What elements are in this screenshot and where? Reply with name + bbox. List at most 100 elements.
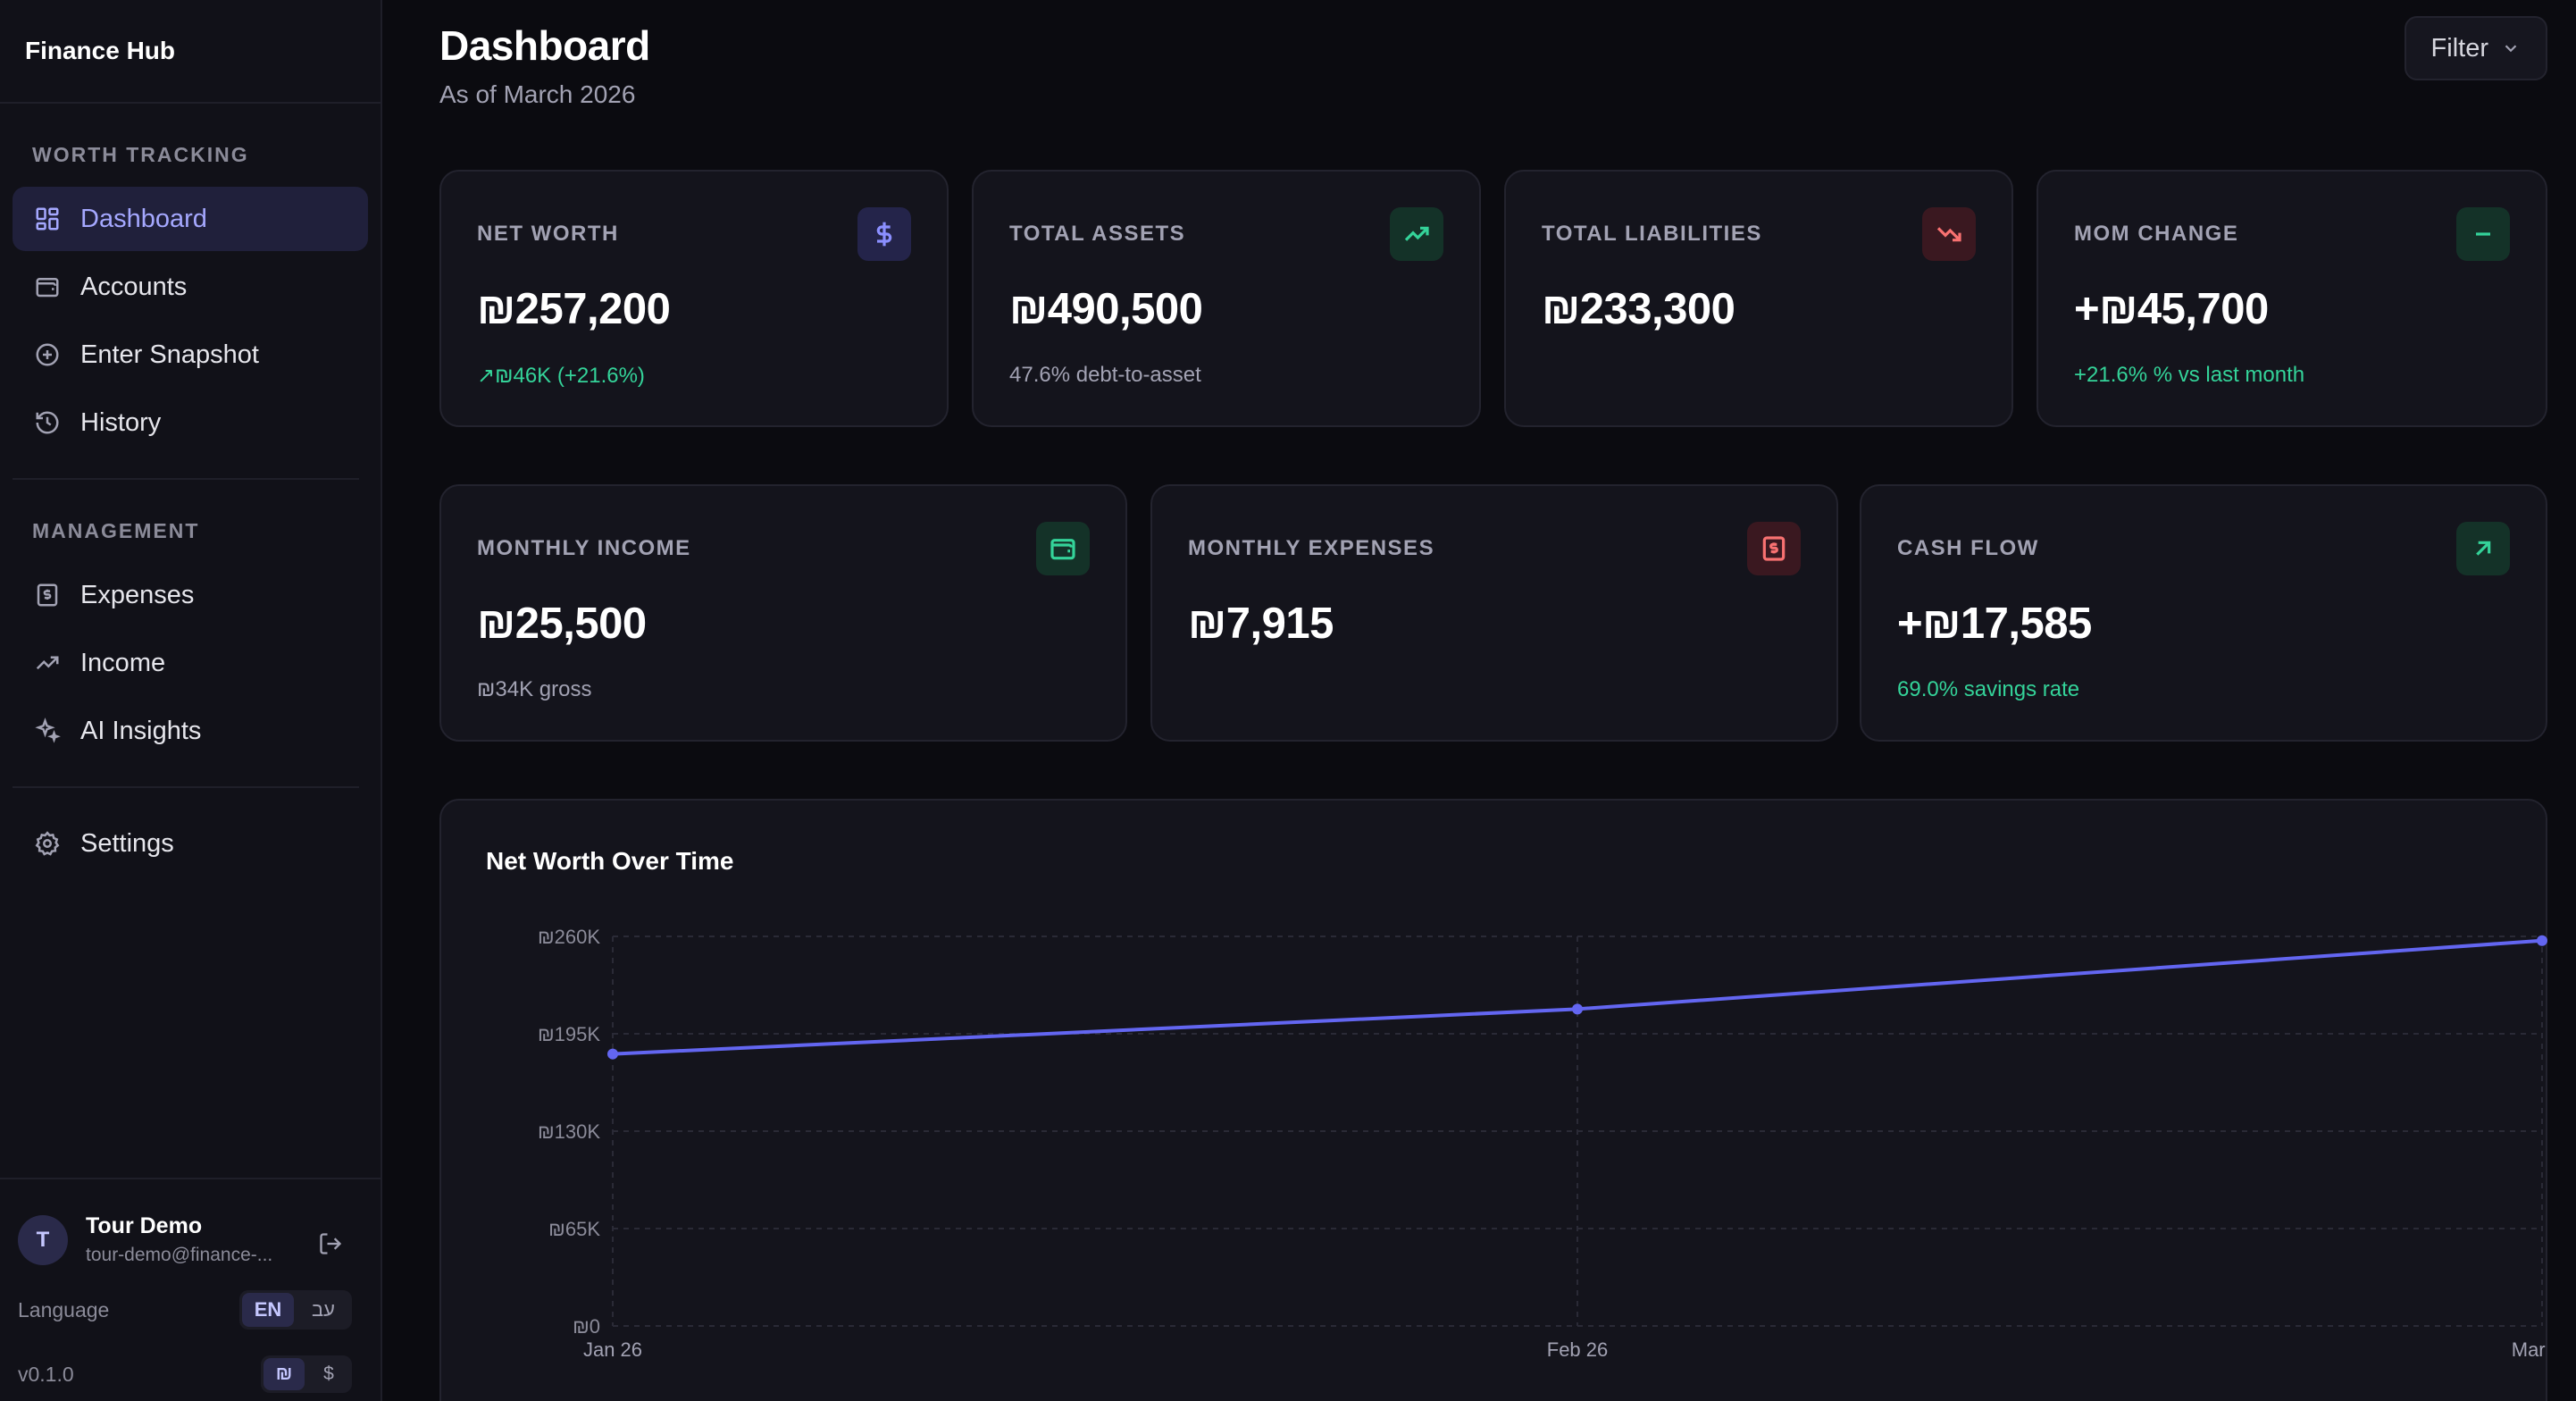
x-tick-label: Mar 26 bbox=[2512, 1338, 2549, 1361]
nav-section-management: MANAGEMENT bbox=[32, 519, 200, 542]
net-worth-chart-card: Net Worth Over Time ₪0 ₪65K ₪130K ₪195K ₪260… bbox=[439, 799, 2549, 1401]
sidebar-item-ai-insights[interactable]: AI Insights bbox=[13, 699, 368, 763]
filter-label: Filter bbox=[2430, 33, 2488, 63]
receipt-icon bbox=[1747, 522, 1801, 575]
page-title: Dashboard bbox=[439, 22, 650, 69]
stat-card-total-assets: TOTAL ASSETS ₪490,500 47.6% debt-to-asse… bbox=[972, 170, 1481, 427]
language-option-en[interactable]: EN bbox=[242, 1293, 294, 1327]
y-tick-label: ₪0 bbox=[573, 1315, 600, 1338]
sidebar-item-income[interactable]: Income bbox=[13, 631, 368, 695]
user-email: tour-demo@finance-... bbox=[86, 1245, 273, 1265]
stat-change: ↗₪46K (+21.6%) bbox=[477, 364, 645, 388]
chart-title: Net Worth Over Time bbox=[486, 847, 734, 875]
version-row: v0.1.0 ₪ $ bbox=[18, 1355, 352, 1394]
stat-label: NET WORTH bbox=[477, 222, 619, 246]
sidebar-item-label: Income bbox=[80, 648, 166, 677]
stat-note: ₪34K gross bbox=[477, 677, 592, 701]
wallet-icon bbox=[1036, 522, 1090, 575]
nav-section-worth-tracking: WORTH TRACKING bbox=[32, 143, 249, 166]
version-label: v0.1.0 bbox=[18, 1362, 74, 1386]
main-content: Dashboard As of March 2026 Filter NET WO… bbox=[384, 0, 2576, 1401]
stat-label: TOTAL LIABILITIES bbox=[1542, 222, 1762, 246]
y-tick-label: ₪260K bbox=[538, 926, 600, 948]
sidebar-item-label: Enter Snapshot bbox=[80, 340, 259, 369]
stat-label: MOM CHANGE bbox=[2074, 222, 2239, 246]
stat-card-total-liabilities: TOTAL LIABILITIES ₪233,300 bbox=[1504, 170, 2013, 427]
stat-label: MONTHLY EXPENSES bbox=[1188, 536, 1435, 560]
minus-icon bbox=[2456, 207, 2510, 261]
x-tick-label: Feb 26 bbox=[1547, 1338, 1609, 1361]
stat-note: 69.0% savings rate bbox=[1897, 677, 2080, 701]
user-profile[interactable]: T Tour Demo tour-demo@finance-... bbox=[18, 1213, 291, 1266]
currency-option-usd[interactable]: $ bbox=[323, 1363, 334, 1384]
language-row: Language EN עב bbox=[18, 1290, 352, 1330]
sidebar-footer: T Tour Demo tour-demo@finance-... Langua… bbox=[0, 1178, 381, 1401]
dollar-icon bbox=[857, 207, 911, 261]
sidebar-item-label: Dashboard bbox=[80, 204, 207, 233]
stat-card-monthly-income: MONTHLY INCOME ₪25,500 ₪34K gross bbox=[439, 484, 1127, 742]
currency-toggle: ₪ $ bbox=[261, 1355, 352, 1393]
stat-label: MONTHLY INCOME bbox=[477, 536, 691, 560]
sidebar-item-dashboard[interactable]: Dashboard bbox=[13, 187, 368, 251]
sidebar-item-settings[interactable]: Settings bbox=[13, 811, 368, 876]
language-option-he[interactable]: עב bbox=[312, 1298, 335, 1321]
stat-value: ₪25,500 bbox=[477, 600, 647, 648]
logout-icon[interactable] bbox=[318, 1231, 343, 1256]
stat-value: ₪7,915 bbox=[1188, 600, 1334, 648]
sidebar-item-label: Settings bbox=[80, 828, 174, 858]
stat-value: +₪45,700 bbox=[2074, 285, 2269, 333]
y-tick-label: ₪130K bbox=[538, 1120, 600, 1143]
stat-value: ₪233,300 bbox=[1542, 285, 1735, 333]
sidebar-divider bbox=[13, 478, 359, 480]
trending-down-icon bbox=[1922, 207, 1976, 261]
stat-value: ₪490,500 bbox=[1009, 285, 1203, 333]
x-tick-label: Jan 26 bbox=[583, 1338, 642, 1361]
gear-icon bbox=[34, 830, 61, 857]
stat-card-mom-change: MOM CHANGE +₪45,700 +21.6% % vs last mon… bbox=[2037, 170, 2547, 427]
currency-option-ils[interactable]: ₪ bbox=[263, 1358, 305, 1390]
stat-card-cash-flow: CASH FLOW +₪17,585 69.0% savings rate bbox=[1860, 484, 2547, 742]
history-icon bbox=[34, 409, 61, 436]
sidebar-item-accounts[interactable]: Accounts bbox=[13, 255, 368, 319]
sidebar-item-enter-snapshot[interactable]: Enter Snapshot bbox=[13, 323, 368, 387]
sidebar-item-label: Accounts bbox=[80, 272, 188, 301]
y-tick-label: ₪65K bbox=[548, 1218, 600, 1240]
receipt-icon bbox=[34, 582, 61, 608]
trending-up-icon bbox=[34, 650, 61, 676]
sidebar-item-label: AI Insights bbox=[80, 716, 202, 745]
stat-card-net-worth: NET WORTH ₪257,200 ↗₪46K (+21.6%) bbox=[439, 170, 949, 427]
data-point bbox=[1572, 1003, 1583, 1015]
stat-note: 47.6% debt-to-asset bbox=[1009, 363, 1201, 387]
trending-up-icon bbox=[1390, 207, 1443, 261]
user-name: Tour Demo bbox=[86, 1213, 203, 1238]
grid-icon bbox=[34, 206, 61, 232]
data-point bbox=[607, 1048, 618, 1060]
wallet-icon bbox=[34, 273, 61, 300]
stat-card-monthly-expenses: MONTHLY EXPENSES ₪7,915 bbox=[1150, 484, 1838, 742]
data-point bbox=[2537, 935, 2547, 946]
stat-value: +₪17,585 bbox=[1897, 600, 2092, 648]
stat-note: +21.6% % vs last month bbox=[2074, 363, 2305, 387]
sidebar-divider bbox=[13, 786, 359, 788]
sidebar-item-label: Expenses bbox=[80, 580, 195, 609]
language-label: Language bbox=[18, 1297, 110, 1321]
arrow-up-right-icon bbox=[2456, 522, 2510, 575]
net-worth-line-chart: ₪0 ₪65K ₪130K ₪195K ₪260K Jan 26 Feb 26 Mar 26 bbox=[538, 926, 2549, 1361]
avatar: T bbox=[18, 1214, 68, 1265]
chevron-down-icon bbox=[2505, 45, 2517, 53]
sidebar-item-expenses[interactable]: Expenses bbox=[13, 563, 368, 627]
y-tick-label: ₪195K bbox=[538, 1023, 600, 1045]
language-toggle: EN עב bbox=[239, 1290, 352, 1330]
plus-circle-icon bbox=[34, 341, 61, 368]
page-subtitle: As of March 2026 bbox=[439, 80, 636, 108]
stat-label: TOTAL ASSETS bbox=[1009, 222, 1186, 246]
filter-button[interactable]: Filter bbox=[2404, 16, 2547, 80]
sidebar: Finance Hub WORTH TRACKING Dashboard Acc… bbox=[0, 0, 382, 1401]
brand-name[interactable]: Finance Hub bbox=[0, 0, 381, 104]
sparkles-icon bbox=[34, 717, 61, 744]
stat-label: CASH FLOW bbox=[1897, 536, 2039, 560]
sidebar-item-history[interactable]: History bbox=[13, 390, 368, 455]
stat-value: ₪257,200 bbox=[477, 285, 671, 333]
sidebar-item-label: History bbox=[80, 407, 162, 437]
